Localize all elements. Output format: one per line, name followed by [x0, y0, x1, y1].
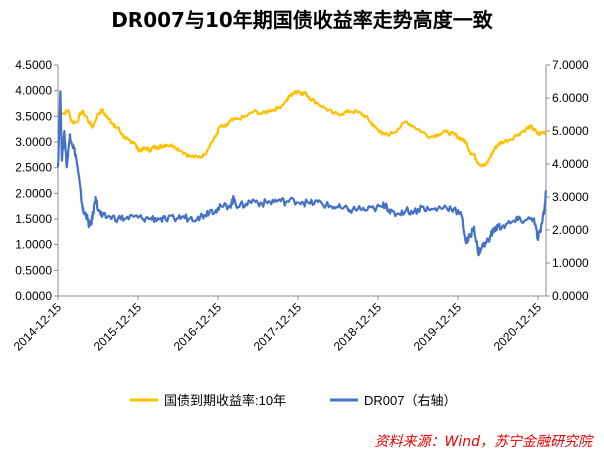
left-tick-label: 0.5000: [15, 263, 52, 277]
right-tick-label: 3.0000: [552, 190, 589, 204]
legend-label-bond-yield: 国债到期收益率:10年: [164, 393, 286, 408]
left-tick-label: 4.0000: [15, 84, 52, 98]
x-tick-label: 2016-12-15: [171, 300, 225, 354]
right-tick-label: 6.0000: [552, 91, 589, 105]
source-note: 资料来源：Wind，苏宁金融研究院: [375, 434, 594, 450]
left-tick-label: 4.5000: [15, 58, 52, 72]
x-tick-label: 2015-12-15: [91, 300, 145, 354]
x-tick-label: 2014-12-15: [11, 300, 65, 354]
right-axis-ticks: 0.0000 1.0000 2.0000 3.0000 4.0000 5.0000 6.00…: [546, 58, 589, 303]
right-tick-label: 2.0000: [552, 223, 589, 237]
x-tick-label: 2019-12-15: [411, 300, 465, 354]
right-tick-label: 4.0000: [552, 157, 589, 171]
right-tick-label: 0.0000: [552, 289, 589, 303]
left-tick-label: 1.0000: [15, 238, 52, 252]
legend: 国债到期收益率:10年 DR007（右轴）: [130, 393, 456, 408]
x-tick-label: 2018-12-15: [331, 300, 385, 354]
left-tick-label: 1.5000: [15, 212, 52, 226]
chart-title: DR007与10年期国债收益率走势高度一致: [111, 8, 494, 32]
x-axis-ticks: 2014-12-15 2015-12-15 2016-12-15 2017-12-15…: [11, 296, 545, 354]
series-line-bond-yield-10y: [57, 89, 547, 168]
left-tick-label: 3.5000: [15, 109, 52, 123]
series-group: [56, 89, 548, 257]
x-tick-label: 2020-12-15: [491, 300, 545, 354]
legend-label-dr007: DR007（右轴）: [364, 393, 456, 408]
left-tick-label: 3.0000: [15, 135, 52, 149]
left-axis-ticks: 0.0000 0.5000 1.0000 1.5000 2.0000 2.5000 3.00…: [15, 58, 58, 303]
right-tick-label: 7.0000: [552, 58, 589, 72]
right-tick-label: 5.0000: [552, 124, 589, 138]
x-tick-label: 2017-12-15: [251, 300, 305, 354]
left-tick-label: 0.0000: [15, 289, 52, 303]
left-tick-label: 2.5000: [15, 161, 52, 175]
right-tick-label: 1.0000: [552, 256, 589, 270]
series-line-dr007: [56, 90, 548, 257]
left-tick-label: 2.0000: [15, 186, 52, 200]
